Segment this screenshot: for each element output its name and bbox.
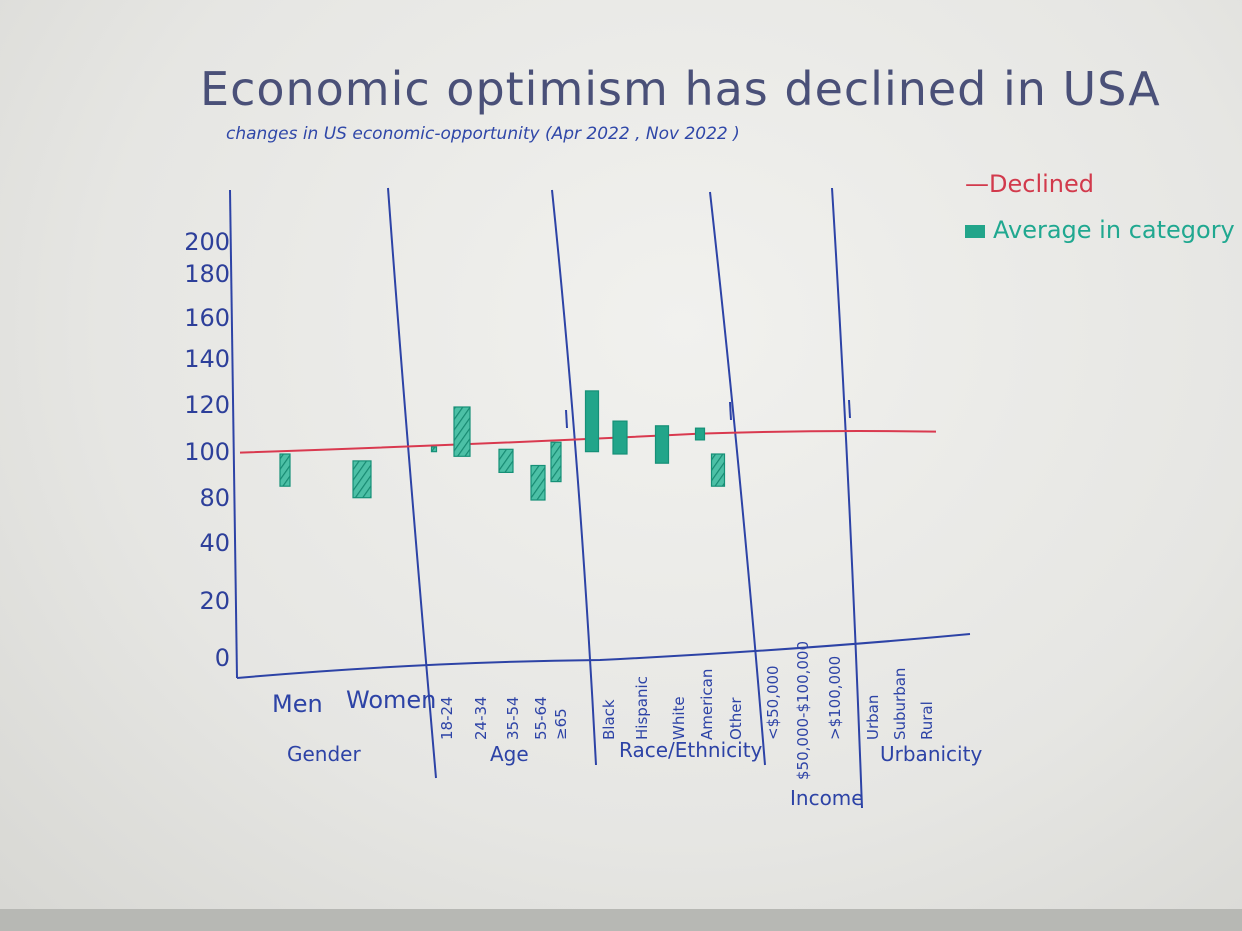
group-label-race-ethnicity: Race/Ethnicity <box>619 738 763 762</box>
group-label-urbanicity: Urbanicity <box>880 742 983 766</box>
category-label-5564: 55-64 <box>532 696 550 740</box>
y-tick-140: 140 <box>184 345 230 373</box>
category-label-100000: >$100,000 <box>826 656 844 740</box>
category-label-American: American <box>698 669 716 740</box>
group-label-age: Age <box>490 742 529 766</box>
legend-declined: —Declined <box>965 170 1094 198</box>
y-tick-20: 20 <box>199 587 230 615</box>
bar-American-10 <box>694 427 706 441</box>
separator-gender-age <box>387 187 437 779</box>
bar-Other-11 <box>710 453 726 487</box>
y-tick-100: 100 <box>184 438 230 466</box>
bar-1824-3 <box>453 406 471 457</box>
y-tick-120: 120 <box>184 391 230 419</box>
y-tick-160: 160 <box>184 304 230 332</box>
bar-1824-2 <box>430 446 438 453</box>
chart-subtitle: changes in US economic-opportunity (Apr … <box>226 124 740 144</box>
bar-Women-1 <box>352 460 372 499</box>
category-label-3554: 35-54 <box>504 696 522 740</box>
legend-average-label: Average in category <box>993 216 1235 244</box>
category-label-Black: Black <box>600 699 618 740</box>
separator-mark-2 <box>848 399 851 419</box>
separator-age-race <box>551 189 597 766</box>
separator-income-urban <box>831 187 863 809</box>
category-label-White: White <box>670 696 688 740</box>
y-tick-200: 200 <box>184 228 230 256</box>
x-axis-line <box>236 633 971 679</box>
bar-3554-5 <box>530 464 546 501</box>
category-label-65: ≥65 <box>552 708 570 740</box>
y-tick-0: 0 <box>214 644 230 672</box>
category-label-Women: Women <box>346 686 437 714</box>
separator-race-income <box>709 191 766 766</box>
group-label-gender: Gender <box>287 742 361 766</box>
category-label-50000: <$50,000 <box>764 665 782 740</box>
category-label-Suburban: Suburban <box>891 668 909 740</box>
legend-average-swatch <box>965 224 985 238</box>
category-label-Other: Other <box>727 697 745 740</box>
y-tick-180: 180 <box>184 260 230 288</box>
bar-Hispanic-8 <box>612 420 628 455</box>
category-label-Men: Men <box>272 690 323 718</box>
y-tick-40: 40 <box>199 529 230 557</box>
bar-Men-0 <box>279 453 291 487</box>
bar-White-9 <box>654 425 670 464</box>
legend: —Declined Average in category <box>965 170 1235 244</box>
y-tick-80: 80 <box>199 484 230 512</box>
category-label-Urban: Urban <box>864 695 882 740</box>
separator-mark-0 <box>565 409 568 429</box>
group-label-income: Income <box>790 786 864 810</box>
category-label-1824: 18-24 <box>438 696 456 740</box>
category-label-2434: 24-34 <box>472 696 490 740</box>
category-labels: 18-24 24-34 35-54 55-64 ≥65 Black Hispanic Whit… <box>438 641 936 780</box>
separator-mark-1 <box>729 401 732 421</box>
bar-5564-6 <box>550 441 562 483</box>
bar-2434-4 <box>498 448 514 473</box>
chart-bars <box>279 390 726 501</box>
category-label-Rural: Rural <box>918 701 936 740</box>
legend-average: Average in category <box>965 216 1235 244</box>
chart-title: Economic optimism has declined in USA <box>200 62 1161 116</box>
chart-axes <box>229 187 971 809</box>
bar-Black-7 <box>584 390 600 453</box>
y-axis-line <box>229 189 238 679</box>
category-label-50000100000: $50,000-$100,000 <box>794 641 812 780</box>
category-label-Hispanic: Hispanic <box>633 676 651 740</box>
whiteboard-frame <box>0 909 1242 931</box>
